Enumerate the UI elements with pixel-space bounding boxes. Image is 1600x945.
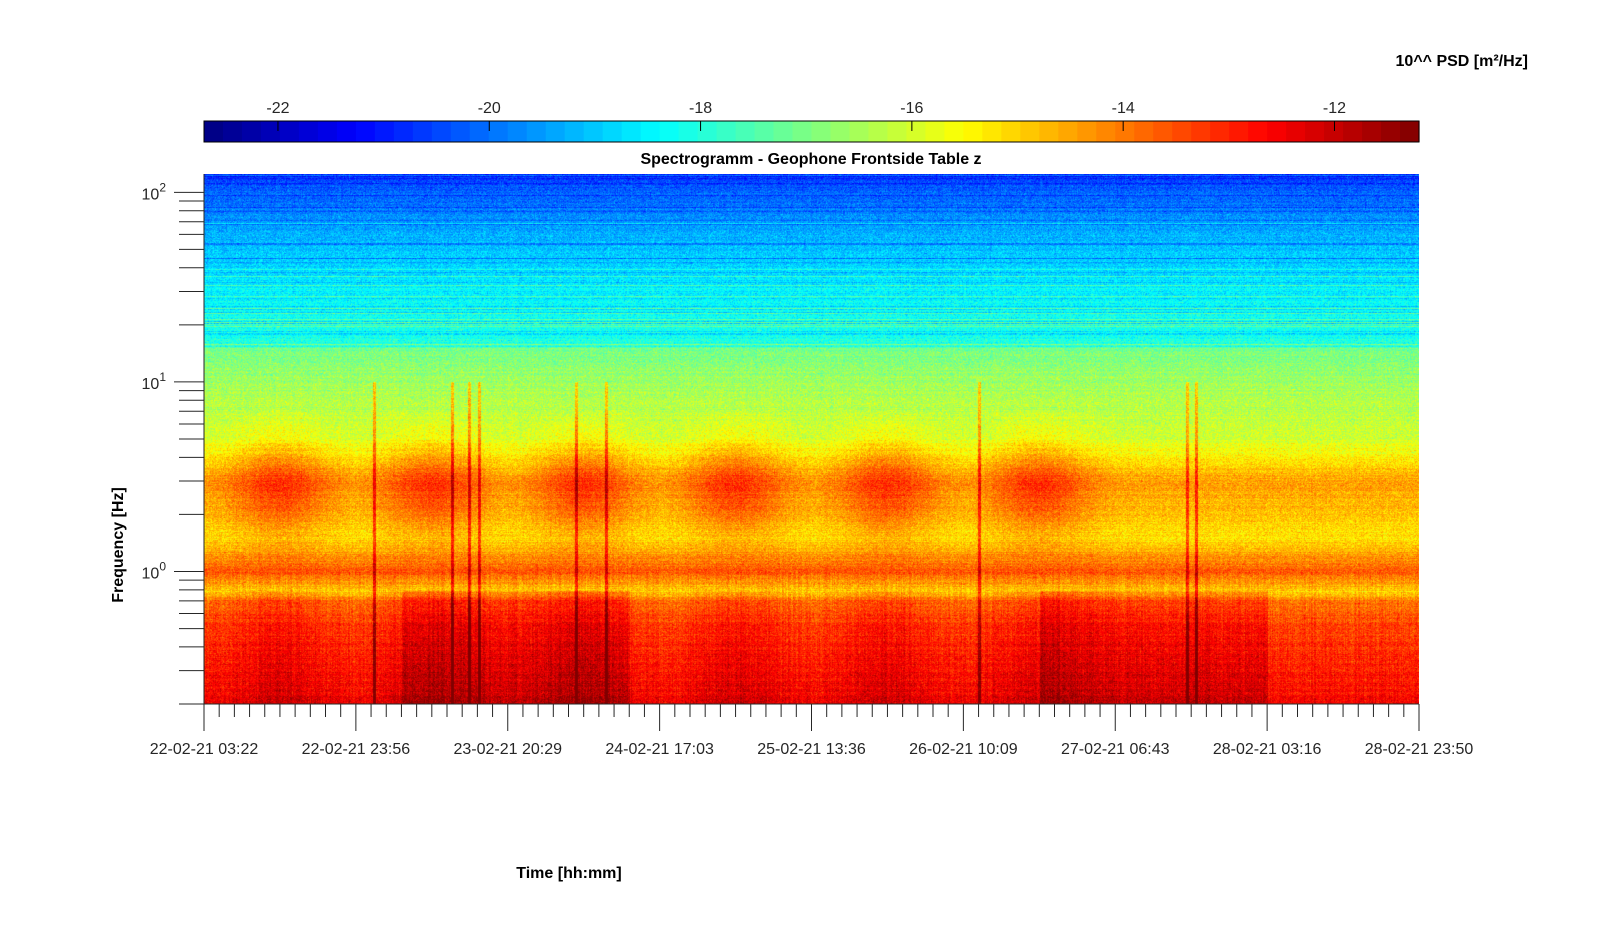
colorbar-segment — [906, 121, 926, 142]
y-axis-label: Frequency [Hz] — [110, 487, 127, 603]
colorbar-segment — [222, 121, 243, 142]
colorbar-segment — [488, 121, 509, 142]
colorbar-segment — [1362, 121, 1382, 142]
colorbar-segment — [982, 121, 1002, 142]
x-tick-label: 25-02-21 13:36 — [757, 741, 866, 758]
colorbar-segment — [1115, 121, 1135, 142]
colorbar-segment — [1134, 121, 1154, 142]
x-tick-label: 24-02-21 17:03 — [605, 741, 714, 758]
colorbar-ticks: -22 -20 -18 -16 -14 -12 — [266, 100, 1346, 131]
colorbar-segment — [583, 121, 604, 142]
colorbar-segment — [1153, 121, 1173, 142]
colorbar-segment — [1248, 121, 1268, 142]
colorbar-segment — [526, 121, 547, 142]
x-tick-label: 22-02-21 03:22 — [150, 741, 259, 758]
colorbar-label: 10^^ PSD [m²/Hz] — [1396, 53, 1528, 70]
colorbar-segment — [754, 121, 775, 142]
colorbar-segment — [355, 121, 376, 142]
spectrogram-image-holder — [204, 174, 1419, 704]
colorbar-segment — [1001, 121, 1021, 142]
x-tick-label: 28-02-21 23:50 — [1365, 741, 1474, 758]
colorbar-segment — [773, 121, 794, 142]
y-tick-label: 101 — [142, 370, 167, 393]
colorbar-segment — [1077, 121, 1097, 142]
colorbar-segment — [393, 121, 414, 142]
colorbar-segment — [944, 121, 964, 142]
colorbar-frame — [203, 120, 1420, 143]
colorbar-segment — [925, 121, 945, 142]
colorbar-segment — [1172, 121, 1192, 142]
colorbar-segment — [336, 121, 357, 142]
colorbar-segment — [1381, 121, 1401, 142]
colorbar-segment — [602, 121, 623, 142]
x-tick-label: 26-02-21 10:09 — [909, 741, 1018, 758]
colorbar-segment — [260, 121, 281, 142]
colorbar-segment — [792, 121, 813, 142]
colorbar-segment — [887, 121, 908, 142]
colorbar-segment — [1324, 121, 1344, 142]
colorbar-segment — [1229, 121, 1249, 142]
colorbar-tick-label: -22 — [266, 100, 289, 117]
colorbar-segment — [374, 121, 395, 142]
colorbar-segment — [412, 121, 433, 142]
colorbar-segment — [507, 121, 528, 142]
x-tick-label: 23-02-21 20:29 — [453, 741, 562, 758]
colorbar-segment — [1305, 121, 1325, 142]
y-tick-label: 102 — [142, 180, 167, 203]
x-axis: 22-02-21 03:22 22-02-21 23:56 23-02-21 20:… — [150, 703, 1474, 758]
colorbar-tick-label: -18 — [689, 100, 712, 117]
colorbar-segment — [811, 121, 832, 142]
colorbar-segment — [659, 121, 680, 142]
colorbar-segment — [640, 121, 661, 142]
colorbar-segment — [450, 121, 471, 142]
y-axis: 100 101 102 — [142, 174, 205, 705]
colorbar-segment — [621, 121, 642, 142]
colorbar-segment — [317, 121, 338, 142]
x-axis-label: Time [hh:mm] — [516, 865, 621, 882]
colorbar-segment — [1267, 121, 1287, 142]
colorbar-segment — [431, 121, 452, 142]
colorbar-segment — [279, 121, 300, 142]
colorbar-tick-label: -20 — [478, 100, 501, 117]
colorbar-segment — [1400, 121, 1420, 142]
colorbar-segment — [716, 121, 737, 142]
colorbar-segment — [298, 121, 319, 142]
colorbar-segment — [868, 121, 889, 142]
colorbar-segment — [697, 121, 718, 142]
colorbar-segment — [849, 121, 870, 142]
colorbar-segment — [1096, 121, 1116, 142]
colorbar-tick-label: -14 — [1112, 100, 1135, 117]
x-tick-label: 27-02-21 06:43 — [1061, 741, 1170, 758]
colorbar-gradient — [204, 121, 1420, 142]
colorbar-segment — [963, 121, 983, 142]
chart-title: Spectrogramm - Geophone Frontside Table … — [640, 151, 981, 168]
colorbar-segment — [564, 121, 585, 142]
colorbar-tick-label: -16 — [900, 100, 923, 117]
colorbar-segment — [1191, 121, 1211, 142]
colorbar-segment — [830, 121, 851, 142]
spectrogram-image — [204, 174, 1419, 704]
colorbar-segment — [678, 121, 699, 142]
colorbar-segment — [1210, 121, 1230, 142]
x-tick-label: 22-02-21 23:56 — [302, 741, 411, 758]
colorbar-segment — [1058, 121, 1078, 142]
colorbar-segment — [1286, 121, 1306, 142]
x-tick-label: 28-02-21 03:16 — [1213, 741, 1322, 758]
y-tick-label: 100 — [142, 560, 167, 583]
colorbar-tick-label: -12 — [1323, 100, 1346, 117]
colorbar: 10^^ PSD [m²/Hz] -22 -20 -18 -16 -14 -12 — [203, 53, 1528, 143]
colorbar-segment — [1020, 121, 1040, 142]
colorbar-segment — [469, 121, 490, 142]
colorbar-segment — [204, 121, 224, 142]
colorbar-segment — [241, 121, 262, 142]
colorbar-segment — [545, 121, 566, 142]
colorbar-segment — [1343, 121, 1363, 142]
colorbar-segment — [735, 121, 756, 142]
colorbar-segment — [1039, 121, 1059, 142]
